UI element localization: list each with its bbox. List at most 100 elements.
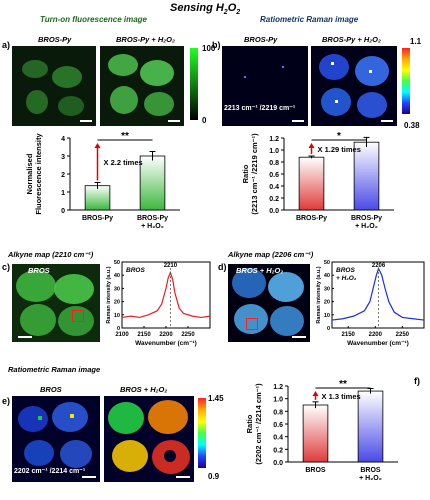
y-tick-label: 50 bbox=[114, 260, 120, 266]
panel-b-bar-chart: 0.0 0.2 0.4 0.6 0.8 1.0 1.2 Ratio (2213 cm⁻¹ /22… bbox=[241, 131, 394, 230]
bar bbox=[353, 141, 380, 211]
x-tick-label: BROS bbox=[305, 467, 326, 474]
panel-e-image-left-label: BROS bbox=[40, 385, 62, 394]
panel-a-image-left-label: BROS-Py bbox=[38, 35, 72, 44]
x-tick-label: + H₂O₂ bbox=[355, 223, 378, 230]
y-tick-label: 3 bbox=[61, 154, 65, 161]
y-axis-label: Raman intensity (a.u.) bbox=[316, 266, 322, 323]
panel-b-image-right-label: BROS-Py + H₂O₂ bbox=[322, 35, 381, 44]
panel-d-raman-spectrum: 2150 2200 2250 0 10 20 30 40 50 Wavenumber (cm⁻¹)… bbox=[316, 260, 425, 347]
increase-arrow-head bbox=[312, 391, 319, 396]
y-tick-label: 1.2 bbox=[273, 384, 283, 391]
x-tick-label: 2250 bbox=[396, 332, 410, 338]
x-axis-label: Wavenumber (cm⁻¹) bbox=[347, 340, 409, 347]
legend-label: BROS bbox=[336, 267, 355, 274]
panel-b-image-right bbox=[311, 46, 397, 126]
panel-a-scale-min: 0 bbox=[202, 116, 207, 125]
significance-label: ** bbox=[121, 131, 129, 142]
x-tick-label: BROS-Py bbox=[296, 215, 327, 222]
panel-e-scale-max: 1.45 bbox=[208, 394, 224, 403]
y-axis-label: Ratio bbox=[241, 164, 250, 183]
y-tick-label: 40 bbox=[324, 273, 330, 279]
y-axis-label: Fluorescence intensity bbox=[34, 133, 43, 215]
y-tick-label: 1.0 bbox=[269, 148, 279, 155]
panel-c-image-label: BROS bbox=[28, 266, 50, 275]
fold-change-label: X 1.29 times bbox=[318, 145, 361, 154]
panel-a-image-right-label: BROS-Py + H₂O₂ bbox=[116, 35, 175, 44]
x-tick-label: 2150 bbox=[137, 332, 151, 338]
y-axis-label: (2202 cm⁻¹ /2214 cm⁻¹) bbox=[254, 383, 263, 465]
bar bbox=[298, 156, 325, 211]
y-tick-label: 30 bbox=[114, 286, 120, 292]
panel-a-bar-chart: 0 1 2 3 4 Normalised Fluorescence intensity BRO… bbox=[25, 131, 180, 230]
bar bbox=[302, 404, 329, 463]
y-tick-label: 30 bbox=[324, 286, 330, 292]
y-tick-label: 0.8 bbox=[269, 160, 279, 167]
panel-e-image-right bbox=[104, 396, 194, 482]
panel-a-image-right bbox=[100, 46, 184, 126]
panel-b-image-left-label: BROS-Py bbox=[244, 35, 278, 44]
panel-e-letter: e) bbox=[2, 396, 11, 406]
y-axis-label: Ratio bbox=[245, 414, 254, 433]
panel-e-image-right-label: BROS + H₂O₂ bbox=[120, 385, 168, 394]
panel-d-image bbox=[228, 264, 310, 342]
panel-c-letter: c) bbox=[2, 262, 11, 272]
y-tick-label: 0 bbox=[327, 326, 330, 332]
panel-e-section-title: Ratiometric Raman image bbox=[8, 365, 101, 374]
y-tick-label: 10 bbox=[324, 313, 330, 319]
x-axis-label: Wavenumber (cm⁻¹) bbox=[135, 340, 197, 347]
x-tick-label: BROS-Py bbox=[82, 215, 113, 222]
peak-label: 2206 bbox=[372, 263, 386, 269]
y-tick-label: 0 bbox=[61, 208, 65, 215]
increase-arrow-head bbox=[308, 143, 315, 148]
y-axis-label: (2213 cm⁻¹ /2219 cm⁻¹) bbox=[250, 133, 259, 215]
y-tick-label: 0.2 bbox=[269, 196, 279, 203]
y-tick-label: 40 bbox=[114, 273, 120, 279]
x-tick-label: 2250 bbox=[181, 332, 195, 338]
panel-d-letter: d) bbox=[218, 262, 227, 272]
fold-change-label: X 1.3 times bbox=[322, 392, 361, 401]
panel-a-section-title: Turn-on fluorescence image bbox=[40, 15, 147, 24]
panel-b-scale-max: 1.1 bbox=[410, 37, 422, 46]
y-tick-label: 1.2 bbox=[269, 136, 279, 143]
bar bbox=[357, 390, 384, 463]
legend-label: + H₂O₂ bbox=[336, 275, 357, 282]
y-axis-label: Normalised bbox=[25, 153, 34, 194]
panel-c-image bbox=[12, 264, 100, 342]
bar bbox=[84, 185, 111, 211]
y-tick-label: 2 bbox=[61, 172, 65, 179]
x-tick-label: BROS bbox=[360, 467, 381, 474]
panel-a-colorbar bbox=[190, 48, 198, 120]
panel-b-section-title: Ratiometric Raman image bbox=[260, 15, 359, 24]
y-tick-label: 20 bbox=[114, 300, 120, 306]
panel-e-colorbar bbox=[198, 398, 206, 468]
legend-label: BROS bbox=[126, 267, 145, 274]
x-tick-label: BROS-Py bbox=[137, 215, 168, 222]
significance-label: * bbox=[337, 131, 341, 142]
panel-e-image-left bbox=[12, 396, 100, 482]
panel-f-bar-chart: 0.0 0.2 0.4 0.6 0.8 1.0 1.2 Ratio (2202 cm⁻¹ /22… bbox=[245, 379, 398, 482]
x-tick-label: 2100 bbox=[115, 332, 129, 338]
panel-c-section-title: Alkyne map (2210 cm⁻¹) bbox=[8, 250, 94, 259]
panel-e-ratio-label: 2202 cm⁻¹ /2214 cm⁻¹ bbox=[14, 468, 86, 475]
y-axis-label: Raman intensity (a.u.) bbox=[106, 266, 112, 323]
y-tick-label: 0.2 bbox=[273, 447, 283, 454]
y-tick-label: 4 bbox=[61, 136, 65, 143]
y-tick-label: 20 bbox=[324, 300, 330, 306]
x-tick-label: 2200 bbox=[159, 332, 173, 338]
panel-b-letter: b) bbox=[212, 40, 221, 50]
bar bbox=[139, 155, 166, 211]
peak-label: 2210 bbox=[164, 263, 178, 269]
panel-b-ratio-label: 2213 cm⁻¹ /2219 cm⁻¹ bbox=[224, 105, 296, 112]
panel-d-image-label: BROS + H₂O₂ bbox=[236, 266, 284, 275]
y-tick-label: 0.8 bbox=[273, 409, 283, 416]
y-tick-label: 0.6 bbox=[269, 172, 279, 179]
x-tick-label: 2150 bbox=[342, 332, 356, 338]
significance-label: ** bbox=[339, 379, 347, 390]
figure-title: Sensing H2O2 bbox=[170, 2, 241, 17]
y-tick-label: 0 bbox=[117, 326, 120, 332]
panel-f-letter: f) bbox=[414, 376, 420, 386]
y-tick-label: 0.0 bbox=[273, 460, 283, 467]
y-tick-label: 50 bbox=[324, 260, 330, 266]
panel-b-colorbar bbox=[402, 48, 410, 114]
